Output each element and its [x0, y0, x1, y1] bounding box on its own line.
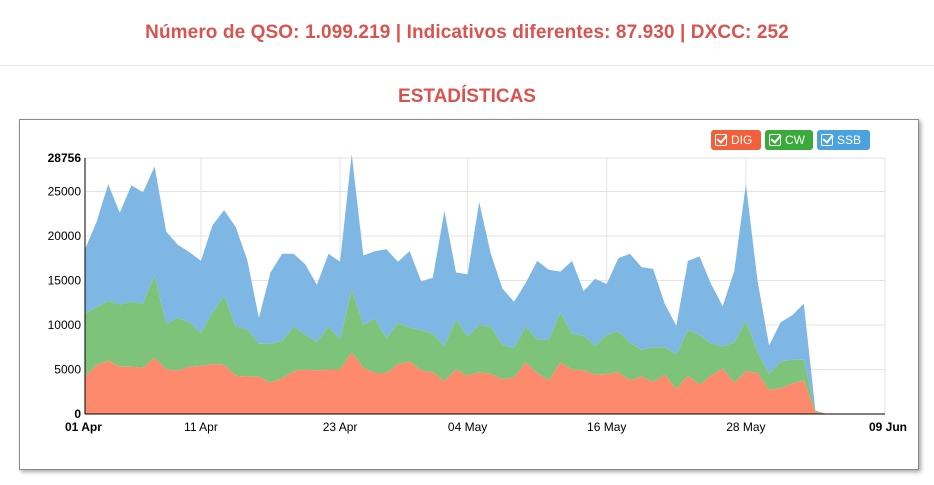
- summary-stats: Número de QSO: 1.099.219 | Indicativos d…: [145, 22, 789, 43]
- x-tick-label: 09 Jun: [869, 420, 907, 434]
- y-tick-label: 5000: [54, 362, 81, 376]
- legend-label-ssb: SSB: [837, 133, 862, 147]
- x-tick-label: 28 May: [726, 420, 765, 434]
- y-tick-label: 25000: [48, 184, 82, 198]
- x-tick-label: 23 Apr: [323, 420, 358, 434]
- legend-label-dig: DIG: [731, 133, 753, 147]
- divider: [0, 65, 934, 66]
- y-tick-label: 0: [74, 407, 81, 421]
- y-tick-label: 10000: [48, 318, 82, 332]
- y-tick-label: 15000: [48, 273, 82, 287]
- checkbox-icon: [821, 134, 833, 146]
- x-tick-label: 11 Apr: [184, 420, 218, 434]
- checkbox-icon: [715, 134, 727, 146]
- legend-toggle-cw[interactable]: CW: [765, 130, 813, 150]
- x-tick-label: 01 Apr: [65, 420, 102, 434]
- legend-toggle-ssb[interactable]: SSB: [817, 130, 870, 150]
- section-title: ESTADÍSTICAS: [398, 86, 536, 107]
- area-series-dig: [85, 352, 885, 414]
- area-series-cw: [85, 275, 885, 414]
- y-tick-label: 28756: [48, 151, 82, 165]
- y-tick-label: 20000: [48, 229, 82, 243]
- legend-label-cw: CW: [785, 133, 805, 147]
- stacked-area-chart: 0 5000 10000 15000 20000 25000 28756 01 Apr 11 A…: [48, 151, 907, 434]
- x-tick-label: 04 May: [448, 420, 487, 434]
- legend-toggle-dig[interactable]: DIG: [711, 130, 761, 150]
- chart-panel: 0 5000 10000 15000 20000 25000 28756 01 Apr 11 A…: [19, 119, 919, 470]
- area-series-ssb: [85, 154, 885, 414]
- x-tick-label: 16 May: [587, 420, 626, 434]
- checkbox-icon: [769, 134, 781, 146]
